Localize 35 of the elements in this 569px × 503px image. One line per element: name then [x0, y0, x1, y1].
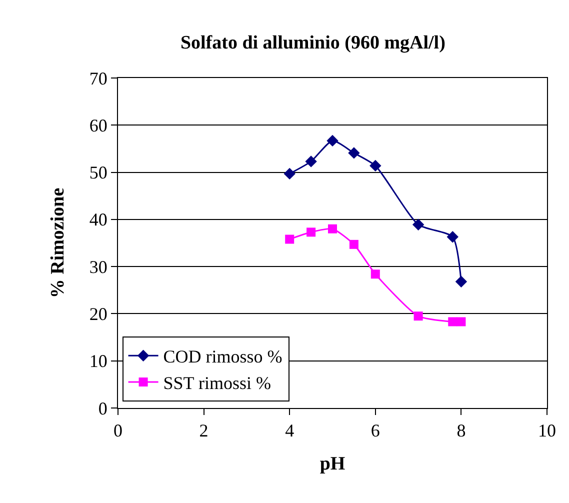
y-tick-label: 70 [89, 68, 108, 88]
point [446, 231, 458, 243]
y-tick-label: 20 [89, 304, 108, 324]
y-axis-title: % Rimozione [47, 188, 68, 298]
x-tick-label: 8 [456, 420, 466, 441]
point [284, 168, 296, 180]
point [455, 276, 468, 288]
point [305, 156, 317, 168]
x-tick-label: 10 [538, 420, 556, 441]
point [349, 240, 358, 249]
point [448, 317, 458, 326]
chart-title: Solfato di alluminio (960 mgAl/l) [180, 32, 446, 54]
x-tick-label: 4 [285, 420, 294, 441]
y-tick-label: 10 [89, 351, 108, 372]
point [412, 218, 424, 230]
point [306, 228, 316, 237]
x-tick-label: 6 [370, 420, 380, 441]
x-axis-title: pH [320, 453, 346, 474]
legend-label: COD rimosso % [163, 346, 282, 367]
y-tick-label: 0 [98, 398, 108, 418]
x-tick-label: 2 [199, 420, 208, 441]
y-tick-label: 40 [89, 210, 108, 230]
point [456, 317, 466, 326]
point [370, 270, 380, 279]
y-tick-label: 30 [89, 256, 108, 277]
x-tick-label: 0 [114, 420, 122, 441]
point [285, 234, 294, 244]
point [348, 147, 360, 159]
point [370, 160, 382, 172]
point [414, 312, 423, 321]
point [326, 134, 338, 147]
y-tick-label: 60 [89, 115, 108, 136]
point [328, 224, 337, 234]
legend-label: SST rimossi % [163, 373, 271, 394]
y-tick-label: 50 [89, 162, 108, 183]
